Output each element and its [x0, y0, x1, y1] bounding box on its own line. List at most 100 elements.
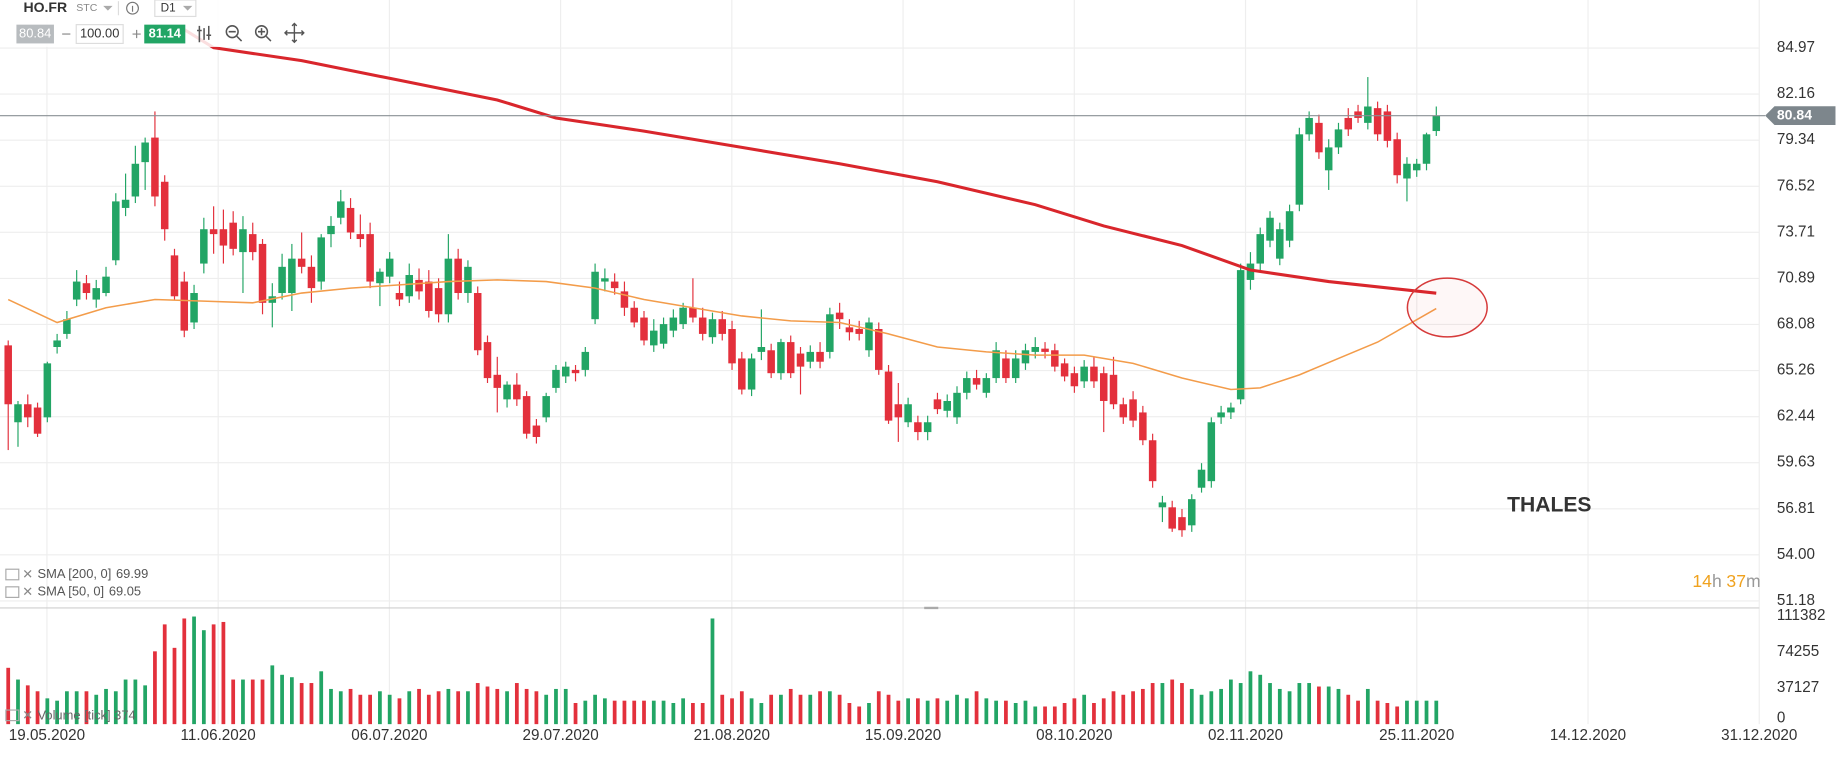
- info-icon[interactable]: [126, 1, 139, 15]
- volume-bar: [475, 683, 480, 725]
- interval-dropdown[interactable]: [182, 5, 193, 11]
- candle-body: [1197, 469, 1206, 488]
- candle-body: [1266, 217, 1274, 241]
- highlight-circle: [1406, 277, 1488, 338]
- zoom-out-icon[interactable]: [225, 25, 239, 39]
- candle-body: [1393, 139, 1401, 176]
- volume-bar: [886, 694, 891, 725]
- candle-body: [190, 293, 198, 323]
- volume-bar: [505, 691, 509, 725]
- volume-bar: [1101, 698, 1106, 725]
- candle-body: [571, 369, 580, 374]
- volume-bar: [573, 703, 578, 725]
- x-tick-label: 08.10.2020: [1036, 727, 1112, 744]
- candle-body: [1002, 358, 1010, 379]
- volume-bar: [35, 691, 40, 725]
- candle-body: [620, 291, 629, 308]
- symbol-dropdown[interactable]: [103, 5, 113, 11]
- candle-body: [503, 384, 511, 400]
- legend-icon[interactable]: [5, 586, 20, 598]
- x-tick-label: 19.05.2020: [9, 727, 85, 744]
- volume-bar: [1326, 686, 1331, 725]
- pan-icon[interactable]: [284, 22, 305, 44]
- candle-body: [1285, 211, 1294, 241]
- legend-close[interactable]: ✕: [22, 566, 33, 581]
- x-tick-label: 15.09.2020: [865, 727, 941, 744]
- candle-body: [591, 271, 599, 320]
- legend-icon[interactable]: [5, 568, 20, 581]
- sell-button[interactable]: [16, 24, 54, 44]
- interval-select[interactable]: [154, 0, 197, 18]
- volume-bar: [827, 691, 832, 725]
- volume-bar: [309, 683, 314, 725]
- x-tick-label: 21.08.2020: [694, 727, 770, 744]
- volume-bar: [955, 694, 959, 725]
- volume-bar: [612, 700, 617, 725]
- plus-button[interactable]: [132, 29, 141, 39]
- volume-bar: [583, 700, 588, 725]
- candle-body: [659, 324, 668, 344]
- volume-bar: [241, 679, 245, 725]
- volume-tick-label: 111382: [1777, 607, 1826, 624]
- candle-body: [552, 369, 560, 388]
- lot-input[interactable]: [75, 24, 124, 45]
- volume-bar: [1238, 683, 1243, 725]
- candle-body: [141, 142, 149, 163]
- candle-body: [219, 229, 228, 246]
- exchange: STC: [76, 2, 97, 14]
- chart-type-icon[interactable]: [197, 25, 212, 43]
- volume-bar: [211, 624, 216, 725]
- volume-bar: [1268, 683, 1272, 725]
- candle-body: [1129, 399, 1137, 421]
- volume-bar: [16, 679, 20, 725]
- volume-bar: [446, 688, 451, 725]
- zoom-in-icon[interactable]: [254, 25, 269, 39]
- volume-bar: [945, 700, 950, 725]
- buy-button[interactable]: [144, 24, 186, 44]
- candle-body: [1139, 412, 1147, 441]
- candle-body: [855, 329, 863, 334]
- volume-bar: [397, 698, 402, 725]
- y-tick-label: 76.52: [1777, 177, 1815, 194]
- volume-bar: [113, 691, 118, 725]
- volume-bar: [1170, 679, 1175, 725]
- legend-close[interactable]: ✕: [22, 584, 33, 599]
- candle-body: [1373, 108, 1382, 135]
- volume-bar: [1414, 700, 1419, 725]
- candle-body: [1099, 373, 1108, 401]
- candle-body: [258, 243, 267, 303]
- candle-body: [297, 258, 306, 267]
- pane-resize-handle[interactable]: [924, 606, 939, 610]
- candle-body: [1334, 129, 1343, 148]
- volume-bar: [779, 694, 783, 725]
- volume-bar: [1121, 694, 1126, 725]
- candle-body: [679, 307, 687, 325]
- volume-bar: [143, 685, 148, 725]
- candle-body: [307, 266, 316, 289]
- candle-body: [356, 234, 365, 240]
- candle-body: [1070, 373, 1079, 387]
- indicator-legend: ✕ SMA [200, 0] 69.99 ✕ SMA [50, 0] 69.05 ✕…: [5, 566, 148, 722]
- candle-body: [601, 278, 609, 282]
- volume-legend: Volume [tick] 374: [38, 707, 136, 722]
- candle-body: [1217, 412, 1225, 418]
- candle-body: [826, 314, 834, 352]
- candle-body: [72, 281, 81, 300]
- candle-body: [1090, 366, 1098, 382]
- volume-bar: [808, 694, 813, 725]
- volume-bar: [417, 688, 421, 725]
- volume-bar: [162, 624, 167, 725]
- volume-bar: [671, 703, 676, 725]
- volume-bar: [857, 706, 862, 725]
- candle-body: [914, 422, 922, 433]
- legend-icon[interactable]: [5, 709, 20, 722]
- candle-body: [1080, 366, 1088, 382]
- symbol[interactable]: HO.FR: [23, 0, 67, 15]
- x-tick-label: 31.12.2020: [1721, 727, 1797, 744]
- volume-bar: [1004, 700, 1008, 725]
- candle-body: [561, 366, 570, 377]
- candle-body: [1324, 147, 1333, 171]
- legend-close[interactable]: ✕: [22, 707, 33, 722]
- volume-bar: [818, 691, 822, 725]
- volume-bar: [651, 700, 656, 725]
